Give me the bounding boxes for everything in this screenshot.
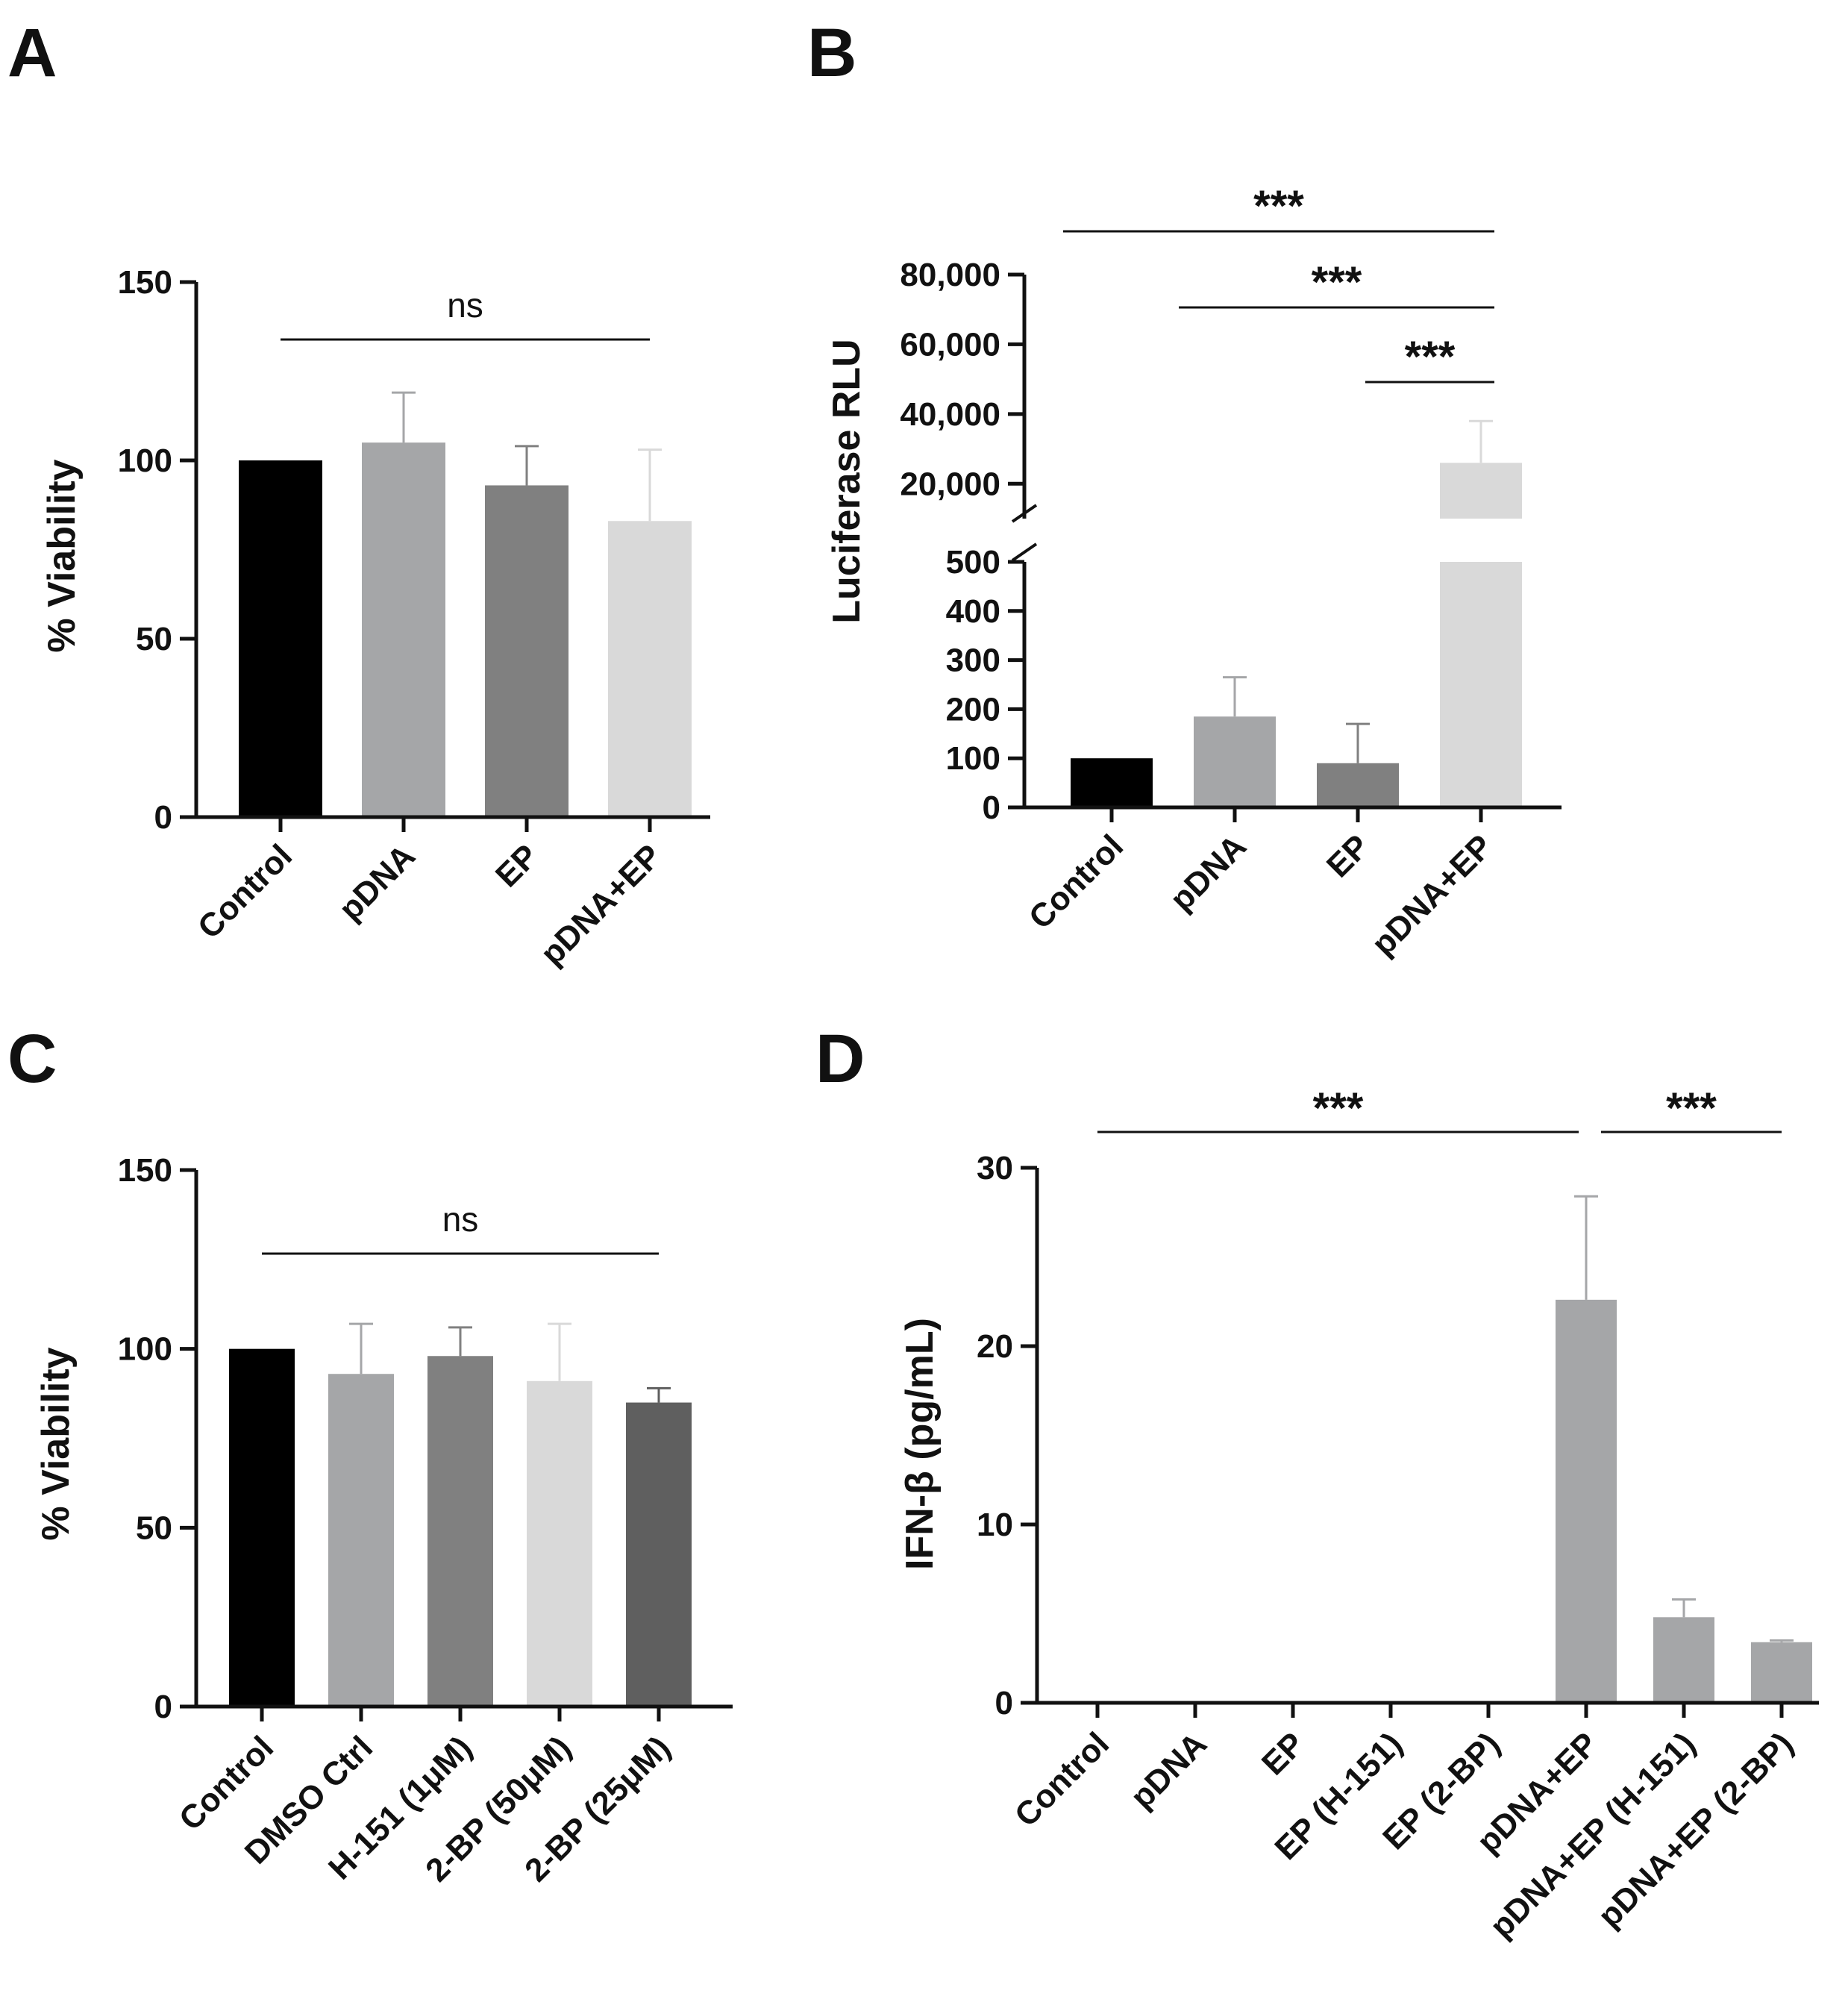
bar-a-1 xyxy=(362,442,445,817)
bar-c-1 xyxy=(328,1374,394,1707)
panel-letter-d: D xyxy=(815,1021,865,1097)
bar-c-3 xyxy=(527,1380,592,1707)
bar-c-2 xyxy=(427,1356,493,1707)
bar-c-0 xyxy=(229,1348,295,1707)
y-tick-label-a-1: 50 xyxy=(136,621,172,657)
significance-label-b-1: *** xyxy=(1312,258,1362,307)
significance-label-a-0: ns xyxy=(447,286,483,325)
y-axis-title-c: % Viability xyxy=(34,1347,78,1540)
y-tick-label-b-lower-5: 500 xyxy=(946,544,1000,581)
y-tick-label-b-lower-4: 400 xyxy=(946,593,1000,630)
panel-letter-a: A xyxy=(7,15,57,91)
y-tick-label-b-lower-1: 100 xyxy=(946,740,1000,777)
x-label-d-2: EP xyxy=(1255,1725,1312,1782)
y-axis-title-a: % Viability xyxy=(40,459,84,652)
significance-label-b-2: *** xyxy=(1405,333,1456,381)
x-label-b-0: Control xyxy=(1022,828,1130,936)
bar-d-5 xyxy=(1556,1299,1617,1703)
bar-b-0 xyxy=(1071,758,1153,807)
x-label-b-2: EP xyxy=(1320,828,1376,884)
y-tick-label-c-3: 150 xyxy=(118,1152,172,1189)
x-label-b-1: pDNA xyxy=(1163,828,1253,918)
panel-letter-b: B xyxy=(807,15,856,91)
axis-break-mark-upper xyxy=(1011,504,1038,523)
x-label-a-1: pDNA xyxy=(332,837,422,928)
axis-break-mark-lower xyxy=(1011,542,1038,562)
bar-a-3 xyxy=(608,521,692,817)
chart-panel-b: 0 100 200 300 400 500 20,000 40,000 60,000 80,000… xyxy=(900,182,1562,963)
y-tick-label-d-3: 30 xyxy=(977,1150,1013,1186)
y-tick-label-c-1: 50 xyxy=(136,1510,172,1546)
y-tick-label-c-0: 0 xyxy=(154,1689,172,1725)
bar-b-1 xyxy=(1194,716,1276,807)
y-tick-label-b-upper-2: 60,000 xyxy=(900,326,1000,363)
y-tick-label-b-lower-0: 0 xyxy=(983,789,1000,826)
bar-b-3-lower xyxy=(1440,562,1522,807)
y-tick-label-c-2: 100 xyxy=(118,1331,172,1368)
x-label-a-0: Control xyxy=(191,837,299,945)
bar-a-0 xyxy=(239,460,322,817)
y-tick-label-a-0: 0 xyxy=(154,799,172,836)
significance-label-c-0: ns xyxy=(442,1200,479,1239)
y-tick-label-d-1: 10 xyxy=(977,1507,1013,1543)
y-tick-label-b-lower-3: 300 xyxy=(946,642,1000,679)
y-axis-title-d: IFN-β (pg/mL) xyxy=(898,1318,942,1570)
y-tick-label-b-lower-2: 200 xyxy=(946,691,1000,728)
panel-letter-c: C xyxy=(7,1021,57,1097)
significance-label-b-0: *** xyxy=(1253,182,1304,231)
y-tick-label-d-2: 20 xyxy=(977,1328,1013,1365)
significance-label-d-1: *** xyxy=(1666,1084,1717,1133)
x-label-d-0: Control xyxy=(1008,1725,1116,1833)
y-tick-label-b-upper-0: 20,000 xyxy=(900,466,1000,502)
bar-d-7 xyxy=(1751,1642,1812,1703)
y-tick-label-b-upper-3: 80,000 xyxy=(900,257,1000,293)
x-label-d-1: pDNA xyxy=(1124,1725,1214,1815)
bar-b-3-upper xyxy=(1440,463,1522,519)
x-label-b-3: pDNA+EP xyxy=(1365,828,1500,963)
bar-c-4 xyxy=(626,1402,692,1707)
y-axis-title-b: Luciferase RLU xyxy=(825,339,868,623)
y-tick-label-d-0: 0 xyxy=(995,1685,1013,1721)
x-label-a-3: pDNA+EP xyxy=(533,837,668,972)
y-tick-label-a-3: 150 xyxy=(118,264,172,301)
bar-d-6 xyxy=(1653,1617,1714,1703)
bar-b-2 xyxy=(1317,763,1399,807)
y-tick-label-a-2: 100 xyxy=(118,442,172,479)
significance-label-d-0: *** xyxy=(1313,1084,1364,1133)
x-label-a-2: EP xyxy=(489,837,545,894)
bar-a-2 xyxy=(485,485,569,817)
y-tick-label-b-upper-1: 40,000 xyxy=(900,396,1000,433)
